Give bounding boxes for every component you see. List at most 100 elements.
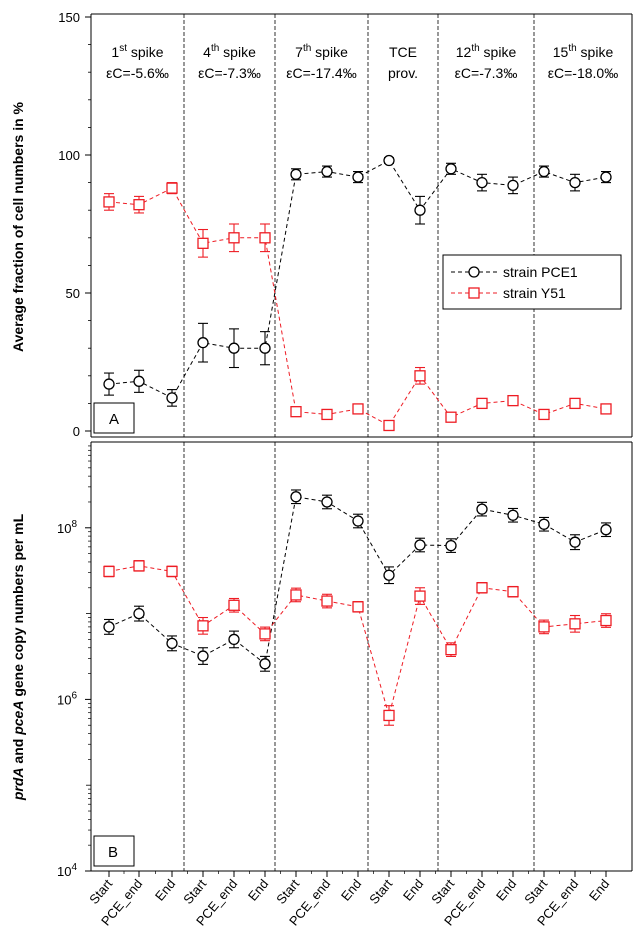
phase-subtitle: εC=-7.3‰: [198, 65, 261, 81]
pce1-a-point: [321, 165, 333, 178]
pce1-b-point: [290, 491, 302, 503]
pce1-b-point: [507, 509, 519, 521]
pce1-a-point: [259, 342, 271, 354]
pce1-a-point: [197, 337, 209, 349]
y51-b-point: [445, 644, 457, 656]
y51-a-point: [383, 419, 395, 432]
pce1-a-point: [507, 179, 519, 192]
pce1-b-point: [476, 503, 488, 515]
y51-a-point: [133, 199, 145, 211]
pce1-a-point: [290, 168, 302, 180]
y-axis-label-b: prdA and pceA gene copy numbers per mL: [10, 513, 26, 801]
pce1-b-point: [383, 569, 395, 581]
panel-a: 0 50 100 150 1st spike εC=-5.6‰ 4th spike εC=-…: [10, 10, 633, 439]
phase-subtitle: εC=-17.4‰: [286, 65, 356, 81]
x-tick-label: End: [400, 876, 426, 903]
x-tick-label: Start: [366, 876, 395, 907]
legend-box: [442, 254, 622, 310]
y51-b-point: [228, 599, 240, 611]
x-tick-label: Start: [521, 876, 550, 907]
phase-subtitle: prov.: [388, 65, 418, 81]
y-tick-label: 104: [57, 862, 77, 879]
phase-dividers-a: [183, 14, 535, 437]
pce1-a-point: [476, 176, 488, 189]
y51-b-point: [197, 620, 209, 632]
panel-label-a: A: [109, 411, 119, 428]
y51-a-point: [507, 394, 519, 407]
legend-marker-pce1: [468, 266, 480, 278]
x-tick-label: Start: [428, 876, 457, 907]
y51-a-point: [166, 182, 178, 194]
pce1-b-point: [538, 518, 550, 530]
y51-b-point: [166, 565, 178, 578]
pce1-b-point: [103, 621, 115, 633]
pce1-a-point: [133, 375, 145, 387]
y51-b-point: [103, 565, 115, 578]
x-tick-label: Start: [273, 876, 302, 907]
y-tick-label: 150: [58, 10, 80, 25]
phase-subtitle: εC=-18.0‰: [548, 65, 618, 81]
pce1-b-point: [133, 607, 145, 620]
pce1-b-point: [414, 539, 426, 551]
y51-a-point: [445, 411, 457, 423]
y51-a-point: [103, 196, 115, 208]
y51-a-point: [476, 397, 488, 410]
y51-b-point: [383, 709, 395, 722]
phase-title: 7th spike: [295, 43, 348, 60]
y51-a-point: [352, 403, 364, 415]
x-tick-label: Start: [180, 876, 209, 907]
y-tick-label: 108: [57, 519, 77, 536]
pce1-a-point: [166, 392, 178, 404]
y51-a-point: [228, 232, 240, 244]
y51-b-point: [600, 614, 612, 627]
legend: strain PCE1 strain Y51: [442, 254, 622, 310]
x-tick-label: End: [493, 876, 519, 903]
pce1-b-point: [600, 524, 612, 536]
y-tick-label: 100: [58, 148, 80, 163]
y51-a-point: [290, 406, 302, 418]
phase-title: 4th spike: [203, 43, 256, 60]
phase-subtitle: εC=-7.3‰: [455, 65, 518, 81]
pce1-a-point: [383, 154, 395, 167]
y51-a-point: [569, 397, 581, 410]
y-tick-label: 106: [57, 690, 77, 707]
pce1-a-point: [228, 342, 240, 354]
y51-b-point: [538, 621, 550, 633]
y51-a-point: [197, 237, 209, 249]
pce1-a-point: [352, 171, 364, 183]
y51-a-point: [538, 408, 550, 421]
pce1-a-point: [445, 163, 457, 175]
pce1-a-point: [569, 176, 581, 189]
pce1-a-point: [103, 378, 115, 390]
y51-a-point: [321, 408, 333, 421]
y51-a-point: [414, 370, 426, 382]
y-tick-label: 50: [66, 286, 80, 301]
x-tick-label: End: [586, 876, 612, 903]
y51-b-point: [259, 628, 271, 640]
x-tick-label: End: [245, 876, 271, 903]
series-a: [103, 154, 612, 432]
pce1-b-point: [569, 536, 581, 548]
pce1-a-point: [538, 165, 550, 178]
pce1-b-point: [228, 633, 240, 646]
y51-a-line: [108, 187, 607, 427]
y-axis-a: 0 50 100 150: [58, 10, 91, 439]
y51-b-point: [352, 601, 364, 613]
pce1-b-point: [197, 650, 209, 662]
phase-title: 15th spike: [553, 43, 614, 60]
y51-b-point: [133, 560, 145, 572]
phase-titles: 1st spike εC=-5.6‰ 4th spike εC=-7.3‰ 7th sp…: [106, 43, 618, 81]
pce1-a-line: [108, 159, 607, 399]
y51-b-line: [108, 565, 607, 718]
phase-dividers-b: [183, 442, 535, 871]
series-b: [103, 489, 612, 726]
y51-b-point: [476, 582, 488, 594]
y51-b-point: [290, 589, 302, 601]
y51-b-point: [569, 618, 581, 630]
y51-b-point: [321, 595, 333, 607]
y51-a-point: [600, 403, 612, 415]
pce1-b-point: [259, 658, 271, 670]
